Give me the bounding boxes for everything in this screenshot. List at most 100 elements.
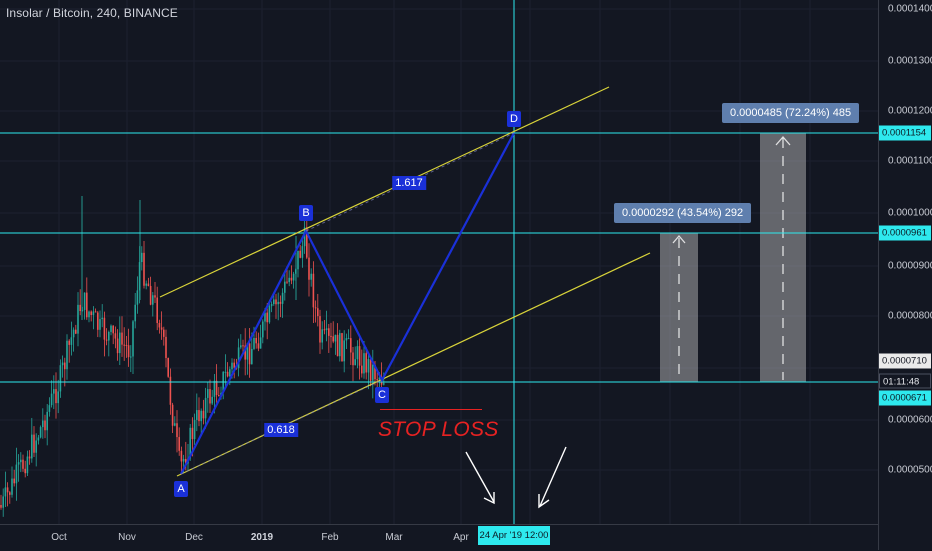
candle-body — [367, 359, 370, 373]
y-axis-label: 0.0000800 — [888, 310, 932, 322]
candle-body — [31, 434, 33, 459]
candle-body — [110, 325, 112, 332]
candle-body — [345, 338, 348, 341]
candle-body — [246, 343, 249, 360]
candle-body — [70, 337, 73, 345]
candle-body — [50, 393, 53, 406]
candle-body — [231, 362, 233, 370]
candle-body — [275, 299, 277, 305]
candle-body — [97, 312, 99, 330]
y-axis-label: 0.0001300 — [888, 55, 932, 67]
candle-body — [288, 277, 290, 283]
candle-body — [383, 383, 385, 385]
candle-body — [374, 364, 376, 380]
candle-body — [116, 338, 119, 354]
candle-body — [103, 317, 106, 340]
candle-body — [147, 283, 150, 286]
candle-body — [24, 468, 26, 474]
time-axis[interactable] — [0, 524, 878, 551]
candle-body — [163, 329, 165, 337]
candle-body — [4, 487, 7, 497]
candle-body — [130, 356, 132, 358]
target-1-callout[interactable]: 0.0000292 (43.54%) 292 — [614, 203, 752, 223]
candle-body — [193, 419, 196, 440]
candle-body — [242, 345, 244, 347]
candle-body — [244, 345, 246, 360]
candle-body — [182, 458, 185, 462]
candle-body — [376, 379, 378, 381]
candle-body — [268, 306, 271, 323]
target-2-callout[interactable]: 0.0000485 (72.24%) 485 — [722, 103, 860, 123]
candle-body — [158, 323, 161, 328]
candle-body — [174, 423, 176, 426]
candle-body — [123, 344, 125, 346]
candle-body — [363, 353, 365, 374]
candle-body — [88, 311, 90, 318]
candle-body — [317, 308, 319, 317]
candle-body — [336, 334, 339, 357]
price-axis[interactable] — [878, 0, 932, 550]
candle-body — [119, 332, 121, 354]
candle-body — [167, 358, 169, 377]
arrow-2-head — [538, 494, 550, 509]
candle-body — [37, 437, 40, 441]
candle-body — [68, 340, 70, 345]
price-tag-c-level: 0.0000671 — [879, 390, 931, 406]
candle-body — [303, 227, 306, 247]
stop-loss-text[interactable]: STOP LOSS — [378, 418, 499, 441]
candle-body — [312, 273, 315, 308]
channel-lower — [176, 252, 651, 477]
chart-title: Insolar / Bitcoin, 240, BINANCE — [6, 6, 178, 20]
candle-body — [319, 316, 321, 343]
candle-body — [92, 311, 95, 316]
candle-body — [39, 427, 42, 438]
candle-body — [33, 434, 35, 453]
point-a-label[interactable]: A — [174, 481, 188, 497]
candle-body — [277, 301, 279, 305]
candle-body — [2, 496, 4, 508]
candle-body — [61, 362, 64, 366]
candle-body — [356, 346, 359, 360]
candle-body — [273, 299, 275, 305]
candle-body — [44, 420, 46, 431]
candle-body — [191, 427, 194, 440]
candle-body — [306, 227, 308, 258]
candle-body — [233, 362, 235, 368]
candle-body — [99, 319, 101, 330]
candle-body — [143, 252, 145, 286]
candle-body — [361, 365, 363, 374]
price-tag-d-level: 0.0001154 — [879, 125, 931, 141]
point-c-label[interactable]: C — [375, 387, 389, 403]
candle-body — [132, 321, 134, 357]
target-1-box — [660, 233, 698, 382]
point-b-label[interactable]: B — [299, 205, 313, 221]
candle-body — [352, 352, 354, 366]
candle-body — [169, 376, 172, 405]
candle-body — [42, 420, 44, 428]
candle-body — [284, 281, 286, 293]
candle-body — [279, 301, 282, 304]
candle-body — [290, 277, 293, 281]
point-d-label[interactable]: D — [507, 111, 521, 127]
candle-body — [270, 304, 273, 307]
y-axis-label: 0.0000900 — [888, 260, 932, 272]
candle-body — [292, 273, 295, 281]
candle-body — [165, 336, 167, 359]
candle-body — [9, 492, 11, 495]
fib-ratio-label[interactable]: 0.618 — [264, 423, 298, 437]
candle-body — [229, 369, 231, 377]
candle-body — [325, 328, 328, 330]
fib-ratio-label[interactable]: 1.617 — [392, 176, 426, 190]
candle-body — [266, 312, 268, 323]
candle-body — [207, 389, 209, 398]
candle-body — [53, 389, 55, 394]
stop-loss-underline[interactable] — [380, 409, 482, 410]
candle-body — [112, 325, 114, 334]
countdown-tag: 01:11:48 — [879, 373, 931, 389]
channel-upper — [159, 86, 610, 298]
candle-body — [152, 295, 154, 305]
candle-body — [218, 394, 220, 396]
candle-body — [156, 297, 158, 324]
